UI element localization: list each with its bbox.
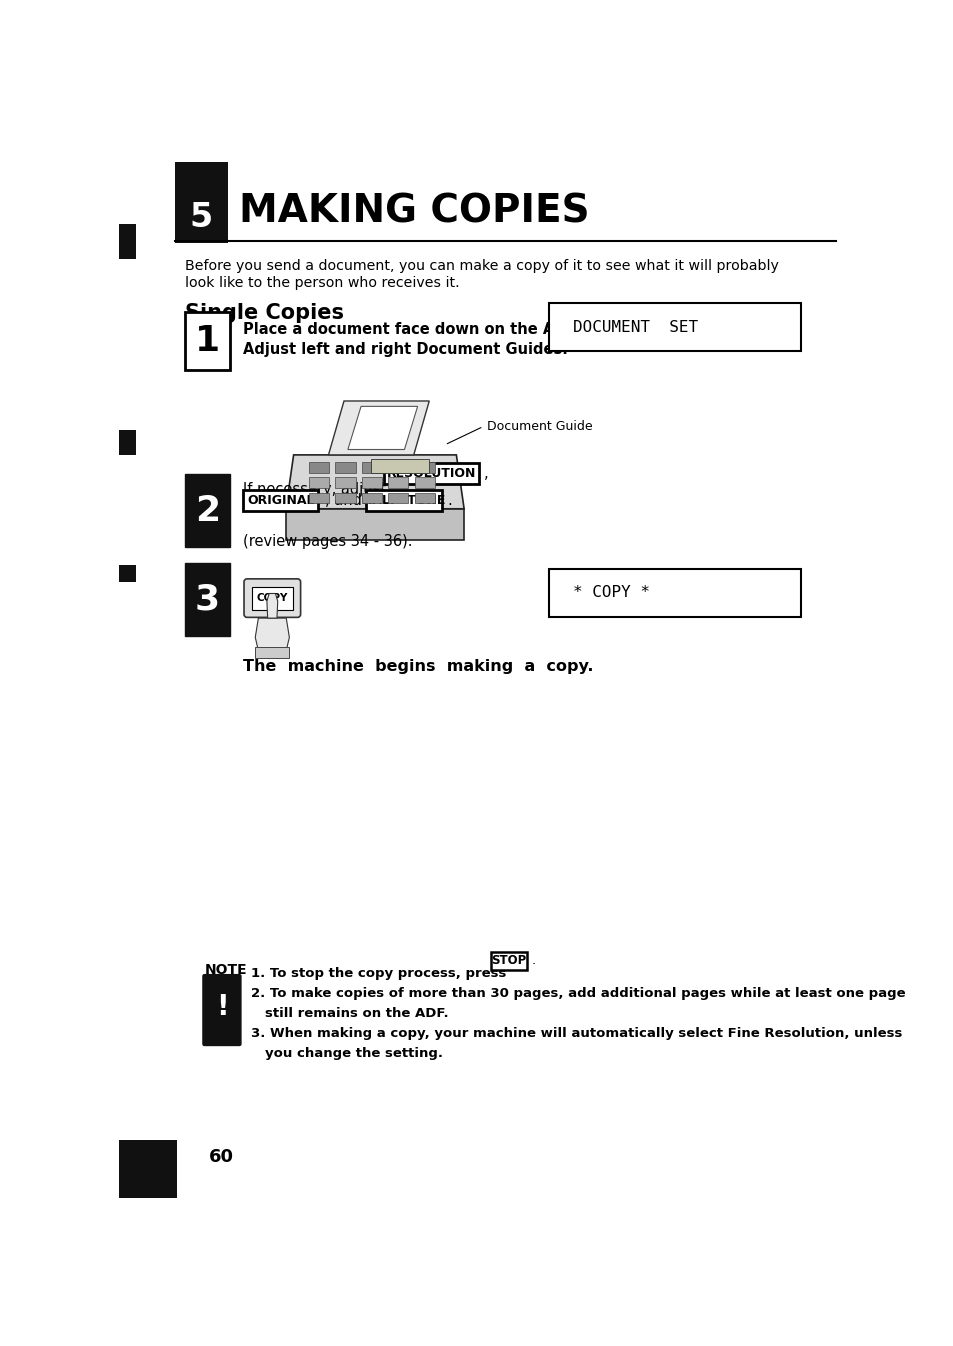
Text: 3: 3 [194, 583, 220, 616]
Bar [361, 493, 381, 503]
Text: .: . [447, 493, 452, 507]
Text: !: ! [215, 992, 228, 1020]
Text: DOCUMENT  SET: DOCUMENT SET [572, 319, 697, 335]
Bar [415, 462, 435, 472]
Text: 1: 1 [194, 324, 220, 358]
Text: 60: 60 [208, 1148, 233, 1166]
Text: Adjust left and right Document Guides.: Adjust left and right Document Guides. [243, 342, 568, 357]
Bar [549, 303, 801, 351]
Text: Before you send a document, you can make a copy of it to see what it will probab: Before you send a document, you can make… [185, 258, 779, 272]
Bar [309, 462, 329, 472]
Text: RESOLUTION: RESOLUTION [387, 467, 476, 481]
Bar [388, 462, 408, 472]
Bar [491, 952, 526, 970]
Polygon shape [348, 406, 417, 450]
Text: ,: , [484, 466, 488, 481]
Polygon shape [267, 594, 277, 618]
Polygon shape [286, 455, 464, 509]
Text: still remains on the ADF.: still remains on the ADF. [265, 1007, 448, 1020]
Text: STOP: STOP [491, 954, 526, 968]
Bar [384, 463, 478, 485]
Bar [335, 478, 355, 489]
Text: * COPY *: * COPY * [572, 586, 649, 600]
Text: Document Guide: Document Guide [487, 420, 593, 433]
Bar [549, 569, 801, 616]
Text: The  machine  begins  making  a  copy.: The machine begins making a copy. [243, 660, 593, 674]
Polygon shape [286, 509, 464, 540]
Text: ORIGINAL: ORIGINAL [247, 494, 314, 507]
Bar [371, 459, 429, 472]
Text: 5: 5 [190, 201, 213, 234]
Bar [174, 153, 228, 244]
Text: (review pages 34 - 36).: (review pages 34 - 36). [243, 534, 413, 549]
Bar [119, 223, 136, 258]
Text: NOTE: NOTE [204, 964, 247, 977]
Text: 2: 2 [194, 494, 220, 528]
Bar [255, 646, 289, 658]
Text: Place a document face down on the ADF.: Place a document face down on the ADF. [243, 322, 579, 336]
Text: HALF  TONE: HALF TONE [362, 494, 445, 507]
Text: 1. To stop the copy process, press: 1. To stop the copy process, press [251, 966, 511, 980]
Text: COPY: COPY [256, 594, 288, 603]
Text: MAKING COPIES: MAKING COPIES [239, 192, 589, 230]
Polygon shape [328, 401, 429, 455]
Bar [388, 478, 408, 489]
Text: .: . [531, 954, 536, 968]
Bar [309, 493, 329, 503]
Bar [415, 493, 435, 503]
Bar [335, 493, 355, 503]
Polygon shape [255, 618, 289, 650]
FancyBboxPatch shape [244, 579, 300, 618]
Text: Single Copies: Single Copies [185, 303, 344, 323]
Text: look like to the person who receives it.: look like to the person who receives it. [185, 276, 459, 291]
Bar [309, 478, 329, 489]
Bar [243, 490, 318, 511]
Bar [119, 431, 136, 455]
Text: 2. To make copies of more than 30 pages, add additional pages while at least one: 2. To make copies of more than 30 pages,… [251, 987, 904, 1000]
FancyBboxPatch shape [203, 975, 241, 1046]
Text: 3. When making a copy, your machine will automatically select Fine Resolution, u: 3. When making a copy, your machine will… [251, 1027, 902, 1040]
Bar [252, 587, 293, 610]
Bar [185, 474, 230, 548]
Bar [366, 490, 441, 511]
Bar [361, 462, 381, 472]
Bar [415, 478, 435, 489]
Bar [119, 565, 136, 581]
Text: you change the setting.: you change the setting. [265, 1047, 442, 1061]
Text: , and: , and [324, 493, 361, 507]
Text: If necessary, adjust: If necessary, adjust [243, 482, 391, 497]
Bar [119, 1140, 177, 1198]
Bar [388, 493, 408, 503]
Bar [361, 478, 381, 489]
Bar [185, 312, 230, 370]
Bar [335, 462, 355, 472]
Bar [185, 563, 230, 635]
